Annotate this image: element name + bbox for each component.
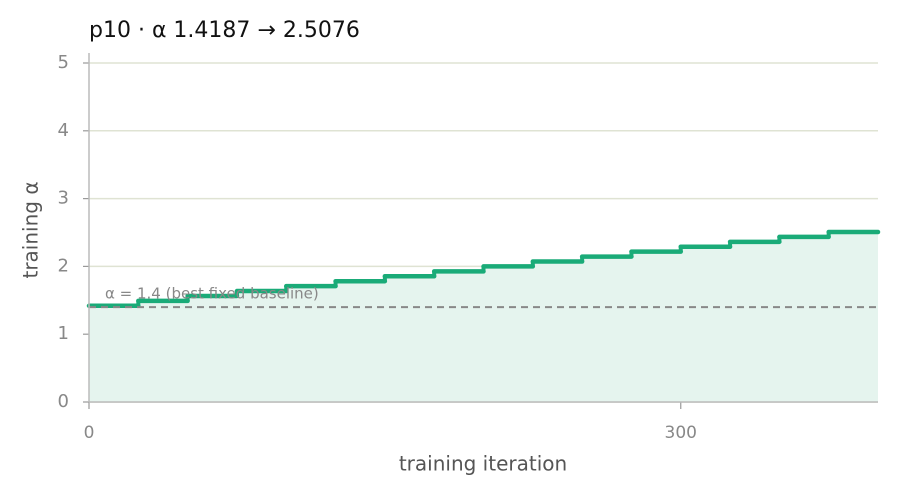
x-tick-label: 300 bbox=[665, 423, 697, 443]
y-tick-label: 3 bbox=[58, 188, 69, 209]
y-tick-label: 0 bbox=[58, 391, 69, 412]
y-axis-label: training α bbox=[19, 181, 43, 278]
baseline-label: α = 1.4 (best fixed baseline) bbox=[105, 285, 319, 303]
area bbox=[89, 231, 878, 402]
y-tick-label: 2 bbox=[58, 255, 69, 276]
y-tick-label: 4 bbox=[58, 120, 69, 141]
x-axis-label: training iteration bbox=[399, 452, 567, 476]
y-tick-label: 1 bbox=[58, 323, 69, 344]
x-tick-label: 0 bbox=[84, 423, 95, 443]
chart-title: p10 · α 1.4187 → 2.5076 bbox=[89, 18, 360, 43]
y-tick-label: 5 bbox=[58, 52, 69, 73]
